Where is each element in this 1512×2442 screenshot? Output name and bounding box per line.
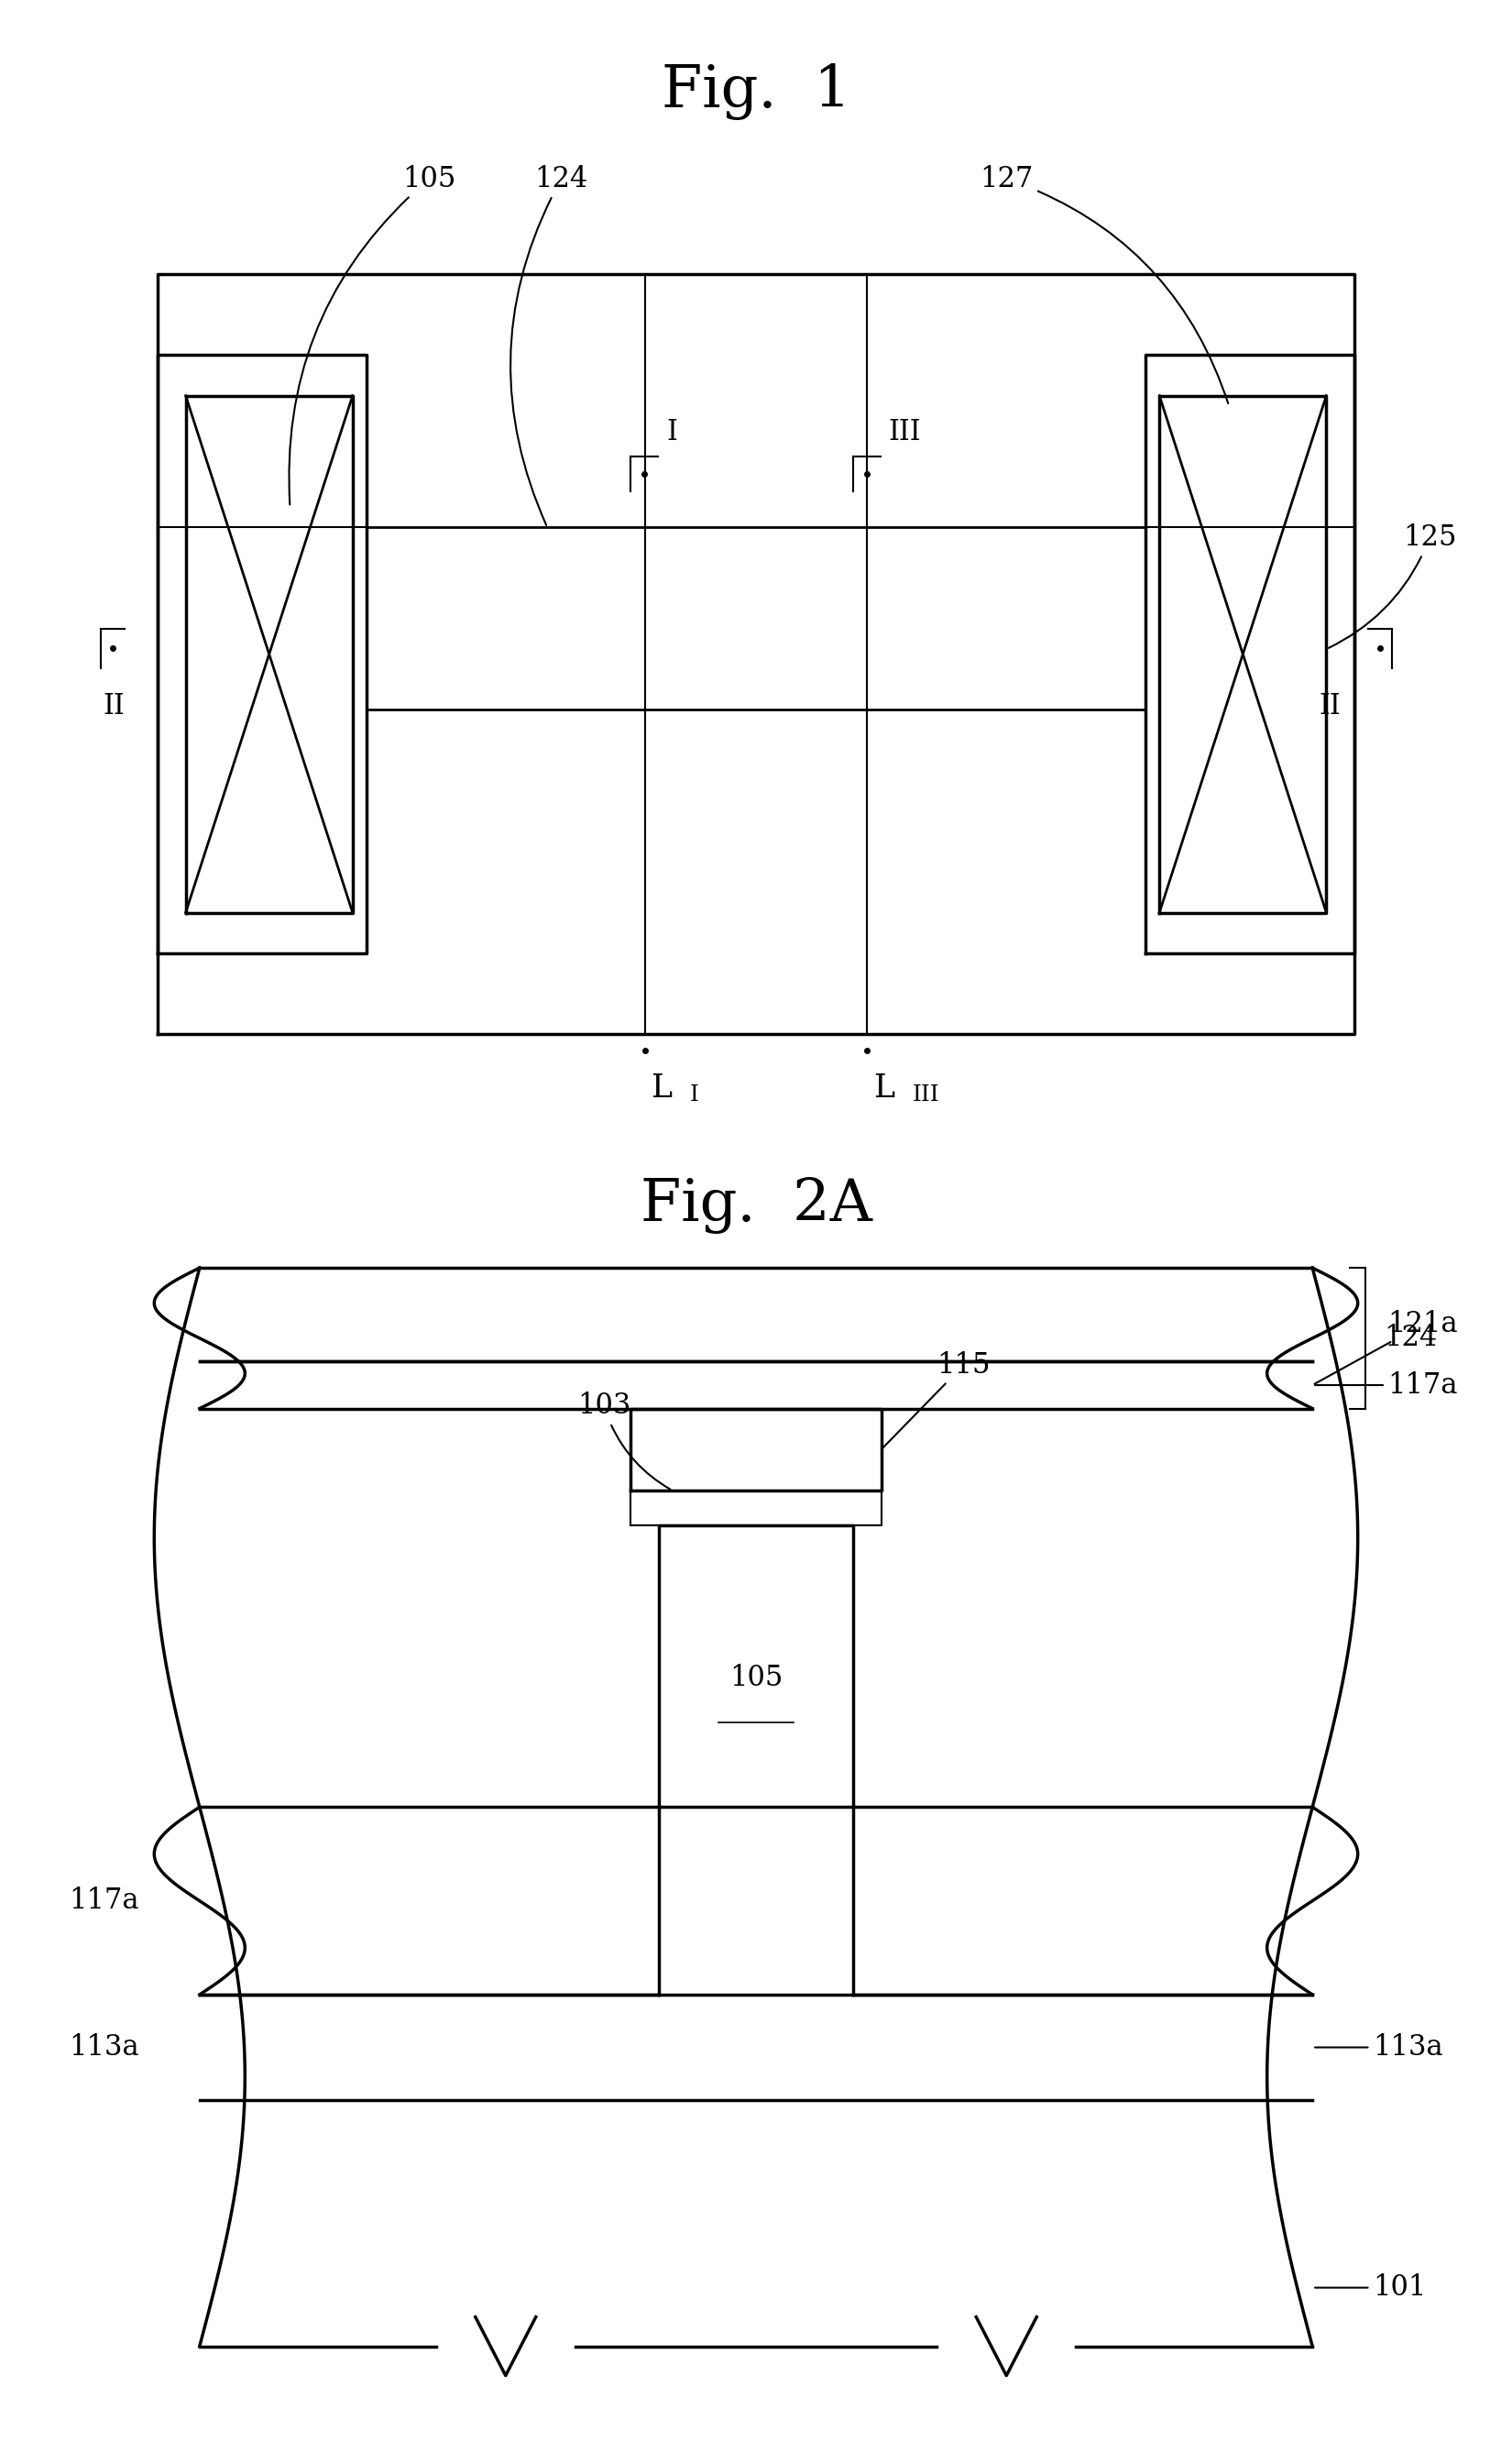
Text: 127: 127	[980, 164, 1228, 403]
Text: 113a: 113a	[1315, 2034, 1442, 2061]
Text: 117a: 117a	[1315, 1370, 1458, 1399]
Text: I: I	[689, 1084, 699, 1106]
Text: 115: 115	[883, 1350, 990, 1448]
Text: Fig.  1: Fig. 1	[661, 63, 851, 120]
Text: III: III	[913, 1084, 940, 1106]
Text: 117a: 117a	[70, 1888, 139, 1915]
Text: 105: 105	[729, 1663, 783, 1692]
Text: L: L	[874, 1072, 895, 1104]
Text: 113a: 113a	[70, 2034, 139, 2061]
Text: II: II	[1320, 694, 1341, 720]
Text: L: L	[650, 1072, 671, 1104]
Text: Fig.  2A: Fig. 2A	[640, 1177, 872, 1233]
Text: I: I	[667, 418, 677, 447]
Text: III: III	[889, 418, 921, 447]
Text: 105: 105	[289, 164, 455, 505]
Text: 125: 125	[1329, 523, 1456, 647]
Text: 124: 124	[1383, 1324, 1436, 1353]
Text: II: II	[103, 694, 125, 720]
Text: 124: 124	[511, 164, 588, 525]
Text: 121a: 121a	[1314, 1309, 1458, 1385]
Text: 103: 103	[578, 1392, 670, 1490]
Text: 101: 101	[1315, 2274, 1426, 2303]
